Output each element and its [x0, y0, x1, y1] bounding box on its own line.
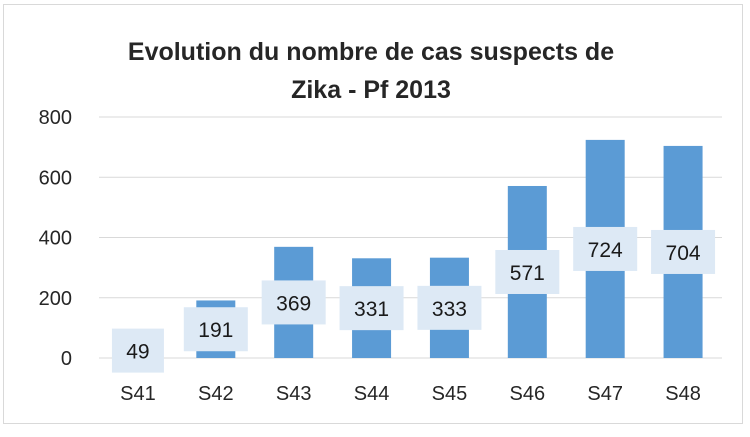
data-label-box	[651, 229, 716, 274]
y-tick-label: 0	[61, 348, 72, 370]
chart-title-line-2: Zika - Pf 2013	[291, 76, 451, 104]
chart-title: Evolution du nombre de cas suspects de Z…	[4, 33, 738, 109]
data-label: 724	[588, 239, 623, 262]
x-tick-label: S41	[120, 383, 156, 405]
x-tick-label: S44	[354, 383, 390, 405]
x-tick-label: S47	[587, 383, 623, 405]
x-tick-label: S46	[510, 383, 546, 405]
chart-title-line-1: Evolution du nombre de cas suspects de	[127, 38, 615, 66]
chart-frame: Evolution du nombre de cas suspects de Z…	[3, 4, 743, 424]
y-tick-label: 200	[39, 288, 72, 310]
data-label-box	[111, 328, 164, 373]
data-label: 331	[354, 298, 389, 321]
data-label: 369	[276, 292, 311, 315]
data-label-box	[261, 280, 326, 325]
data-label-box	[573, 226, 638, 271]
y-tick-label: 600	[39, 167, 72, 189]
data-label-box	[495, 249, 560, 294]
data-label: 333	[432, 298, 467, 321]
data-label: 704	[666, 242, 701, 265]
data-label-box	[339, 286, 404, 331]
x-tick-label: S42	[198, 383, 234, 405]
y-tick-label: 800	[39, 107, 72, 129]
data-label-box	[183, 307, 248, 352]
data-label: 191	[198, 319, 233, 342]
bar-chart: 0 200 400 600 800 S41 49 S42 191 S43 369 S44 331 S45 3…	[39, 107, 722, 405]
x-tick-label: S45	[432, 383, 468, 405]
y-tick-label: 400	[39, 228, 72, 250]
x-tick-label: S43	[276, 383, 312, 405]
data-label: 571	[510, 262, 545, 285]
data-label-box	[417, 285, 482, 330]
data-label: 49	[126, 341, 149, 364]
x-tick-label: S48	[665, 383, 701, 405]
